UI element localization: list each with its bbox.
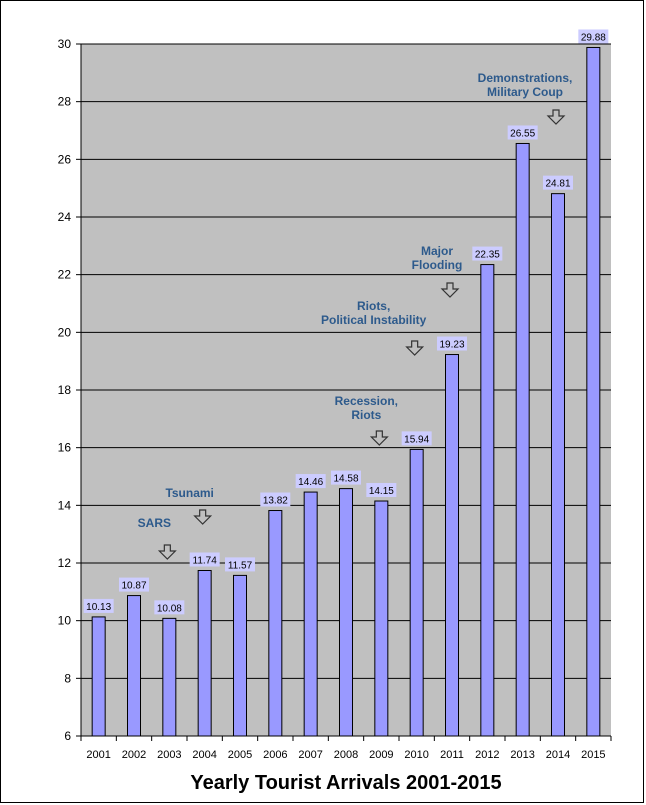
data-label-bg-2008 <box>331 470 361 485</box>
bar-2006 <box>268 510 283 737</box>
chart-title: Yearly Tourist Arrivals 2001-2015 <box>190 772 502 794</box>
annotation-2014-line-2: Military Coup <box>487 85 563 99</box>
bar-2011 <box>445 354 459 737</box>
data-label-bg-2014 <box>543 175 573 190</box>
y-tick-label-24: 24 <box>58 210 72 224</box>
data-label-bg-2005 <box>225 557 255 572</box>
down-arrow-icon <box>369 430 389 446</box>
x-tick-label-2003: 2003 <box>157 749 181 761</box>
x-tick-label-2012: 2012 <box>475 749 499 761</box>
bar-2014 <box>551 193 565 737</box>
data-label-2007: 14.46 <box>298 477 323 488</box>
down-arrow-icon <box>440 282 460 298</box>
down-arrow-icon <box>157 544 177 560</box>
annotation-2009-line-1: Recession, <box>335 394 398 408</box>
data-label-bg-2010 <box>401 431 432 446</box>
annotation-2009-line-2: Riots <box>351 408 381 422</box>
bar-2015 <box>586 46 601 737</box>
data-label-bg-2006 <box>260 492 291 507</box>
data-label-2005: 11.57 <box>228 560 253 571</box>
down-arrow-icon <box>193 509 213 525</box>
data-label-2003: 10.08 <box>157 603 182 614</box>
data-label-2002: 10.87 <box>121 581 146 592</box>
x-tick-label-2005: 2005 <box>228 749 252 761</box>
y-tick-label-14: 14 <box>58 498 72 512</box>
y-tick-label-12: 12 <box>58 556 72 570</box>
annotation-2003-line-1: SARS <box>138 516 171 530</box>
x-tick-label-2004: 2004 <box>192 749 216 761</box>
x-tick-label-2011: 2011 <box>440 749 464 761</box>
down-arrow-icon <box>405 340 425 356</box>
bar-2001 <box>91 616 106 737</box>
data-label-bg-2001 <box>83 598 114 613</box>
x-tick-label-2002: 2002 <box>122 749 146 761</box>
annotation-2011-line-2: Flooding <box>412 258 463 272</box>
y-tick-label-10: 10 <box>58 614 72 628</box>
bar-2003 <box>162 617 177 737</box>
bar-2009 <box>374 500 389 737</box>
annotation-2010-line-2: Political Instability <box>321 313 427 327</box>
bar-2013 <box>515 142 530 737</box>
annotation-2014-line-1: Demonstrations, <box>478 71 573 85</box>
bar-2004 <box>197 569 212 737</box>
bar-2005 <box>233 574 247 737</box>
data-label-bg-2004 <box>189 552 220 567</box>
x-tick-label-2010: 2010 <box>404 749 428 761</box>
data-label-bg-2002 <box>119 577 149 592</box>
y-tick-label-20: 20 <box>58 325 72 339</box>
data-label-2015: 29.88 <box>581 32 606 43</box>
annotation-2004-line-1: Tsunami <box>165 486 213 500</box>
data-label-bg-2015 <box>578 29 609 44</box>
data-label-2004: 11.74 <box>193 555 218 566</box>
bar-2010 <box>409 448 424 737</box>
data-label-bg-2009 <box>366 483 397 498</box>
data-label-2009: 14.15 <box>369 486 394 497</box>
data-label-bg-2007 <box>295 474 326 489</box>
y-tick-label-30: 30 <box>58 37 72 51</box>
y-tick-label-6: 6 <box>64 729 71 743</box>
data-label-2001: 10.13 <box>86 602 111 613</box>
bar-2012 <box>480 264 495 737</box>
data-label-2014: 24.81 <box>545 179 570 190</box>
y-tick-label-18: 18 <box>58 383 72 397</box>
x-tick-label-2008: 2008 <box>334 749 358 761</box>
bar-chart: 6 8 10 12 14 16 18 20 22 24 26 28 30 2001 10.13 2002 10.… <box>58 29 612 761</box>
data-label-2010: 15.94 <box>404 434 429 445</box>
x-tick-label-2007: 2007 <box>298 749 322 761</box>
annotation-2010-line-1: Riots, <box>357 299 390 313</box>
annotation-2011-line-1: Major <box>421 244 453 258</box>
data-label-2008: 14.58 <box>333 474 358 485</box>
x-tick-label-2013: 2013 <box>510 749 534 761</box>
y-tick-label-26: 26 <box>58 152 72 166</box>
data-label-bg-2011 <box>437 336 467 351</box>
data-label-2012: 22.35 <box>475 250 500 261</box>
down-arrow-icon <box>546 109 566 125</box>
data-label-2011: 19.23 <box>439 340 464 351</box>
y-tick-label-16: 16 <box>58 441 72 455</box>
bar-2008 <box>339 488 353 737</box>
y-tick-label-22: 22 <box>58 268 72 282</box>
y-tick-label-28: 28 <box>58 95 72 109</box>
x-tick-label-2014: 2014 <box>546 749 570 761</box>
x-tick-label-2001: 2001 <box>86 749 110 761</box>
data-label-bg-2013 <box>507 125 538 140</box>
data-label-bg-2012 <box>472 246 503 261</box>
y-tick-label-8: 8 <box>64 671 71 685</box>
data-label-2006: 13.82 <box>263 496 288 507</box>
bar-2002 <box>127 595 141 737</box>
x-tick-label-2009: 2009 <box>369 749 393 761</box>
x-tick-label-2006: 2006 <box>263 749 287 761</box>
x-tick-label-2015: 2015 <box>581 749 605 761</box>
data-label-2013: 26.55 <box>510 128 535 139</box>
data-label-bg-2003 <box>154 600 185 615</box>
bar-2007 <box>303 491 318 737</box>
